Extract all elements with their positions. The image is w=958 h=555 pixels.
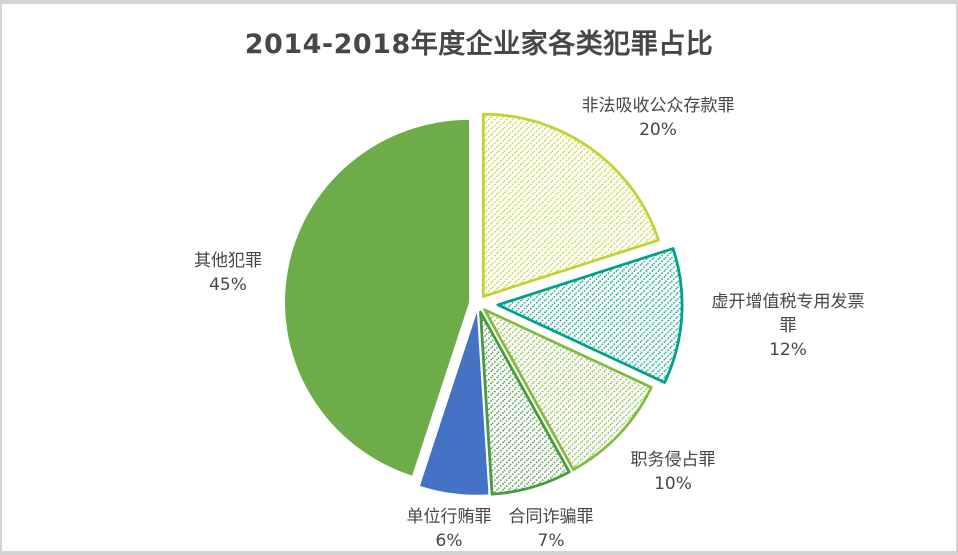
slice-name: 单位行贿罪 — [406, 507, 492, 527]
slice-name: 非法吸收公众存款罪 — [581, 96, 735, 116]
pie-slice-2 — [483, 308, 653, 471]
pie-slice-4 — [419, 312, 489, 495]
slice-percent: 45% — [209, 275, 247, 295]
slice-percent: 7% — [537, 531, 565, 551]
pie-slice-5 — [285, 119, 470, 476]
slice-percent: 20% — [639, 120, 677, 140]
label-contract-fraud: 合同诈骗罪 7% — [471, 505, 631, 551]
slice-name: 虚开增值税专用发票罪 — [711, 292, 865, 336]
slice-name: 合同诈骗罪 — [508, 507, 594, 527]
chart-title: 2014-2018年度企业家各类犯罪占比 — [244, 29, 714, 60]
pie-slice-0 — [481, 112, 660, 298]
slice-percent: 12% — [769, 340, 807, 360]
slice-name: 其他犯罪 — [194, 251, 262, 271]
slice-percent: 6% — [435, 531, 463, 551]
label-vat-invoice-fraud: 虚开增值税专用发票罪 12% — [709, 290, 867, 362]
pie-slice-1 — [496, 247, 684, 384]
slice-name: 职务侵占罪 — [630, 450, 716, 470]
pie-slice-3 — [479, 310, 571, 496]
label-illegal-public-deposits: 非法吸收公众存款罪 20% — [548, 94, 768, 142]
label-other-crimes: 其他犯罪 45% — [148, 249, 308, 297]
slice-percent: 10% — [654, 474, 692, 494]
label-occupational-embezzlement: 职务侵占罪 10% — [583, 448, 763, 496]
pie-chart — [285, 112, 684, 496]
label-unit-bribery: 单位行贿罪 6% — [369, 505, 529, 551]
